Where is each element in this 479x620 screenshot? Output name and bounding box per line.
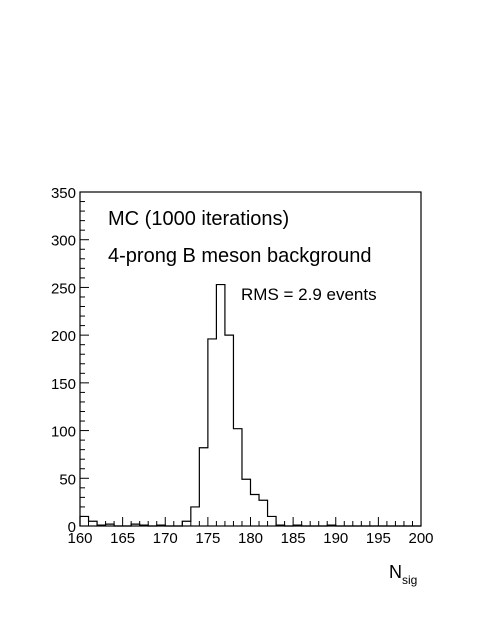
histogram-bin [89,521,98,526]
x-tick-label: 160 [67,530,92,547]
histogram-bin [268,516,277,526]
y-tick-label: 250 [51,280,76,297]
x-tick-label: 175 [195,530,220,547]
histogram-bin [208,339,217,526]
x-axis-label: Nsig [389,562,417,587]
x-axis-label-main: N [389,562,402,582]
histogram-bin [191,507,200,526]
annotation-mc: MC (1000 iterations) [108,208,289,230]
x-tick-label: 195 [366,530,391,547]
x-axis-label-subscript: sig [402,573,417,587]
x-tick-label: 165 [110,530,135,547]
y-tick-label: 50 [59,471,76,488]
histogram-bin [251,495,260,526]
x-tick-label: 185 [281,530,306,547]
annotation-background: 4-prong B meson background [108,245,372,267]
x-tick-label: 180 [238,530,263,547]
y-tick-label: 200 [51,328,76,345]
histogram-bin [259,500,268,526]
histogram-bin [225,335,234,526]
x-axis-ticks: 160 165 170 175 180 185 190 195 200 [67,517,434,547]
y-tick-label: 300 [51,233,76,250]
y-axis-ticks: 0 50 100 150 200 250 300 350 [51,185,89,536]
histogram-bin [233,429,242,526]
histogram-bin [216,285,225,526]
histogram-bin [199,448,208,526]
histogram-bin [80,516,89,526]
y-tick-label: 0 [68,519,76,536]
plot-frame [79,191,422,527]
y-tick-label: 350 [51,185,76,202]
histogram-bin [242,479,251,526]
x-tick-label: 170 [153,530,178,547]
y-tick-label: 100 [51,424,76,441]
histogram-bin [182,521,191,526]
x-tick-label: 200 [408,530,433,547]
annotation-rms: RMS = 2.9 events [241,285,377,304]
x-tick-label: 190 [323,530,348,547]
y-tick-label: 150 [51,376,76,393]
histogram-series [79,283,421,527]
